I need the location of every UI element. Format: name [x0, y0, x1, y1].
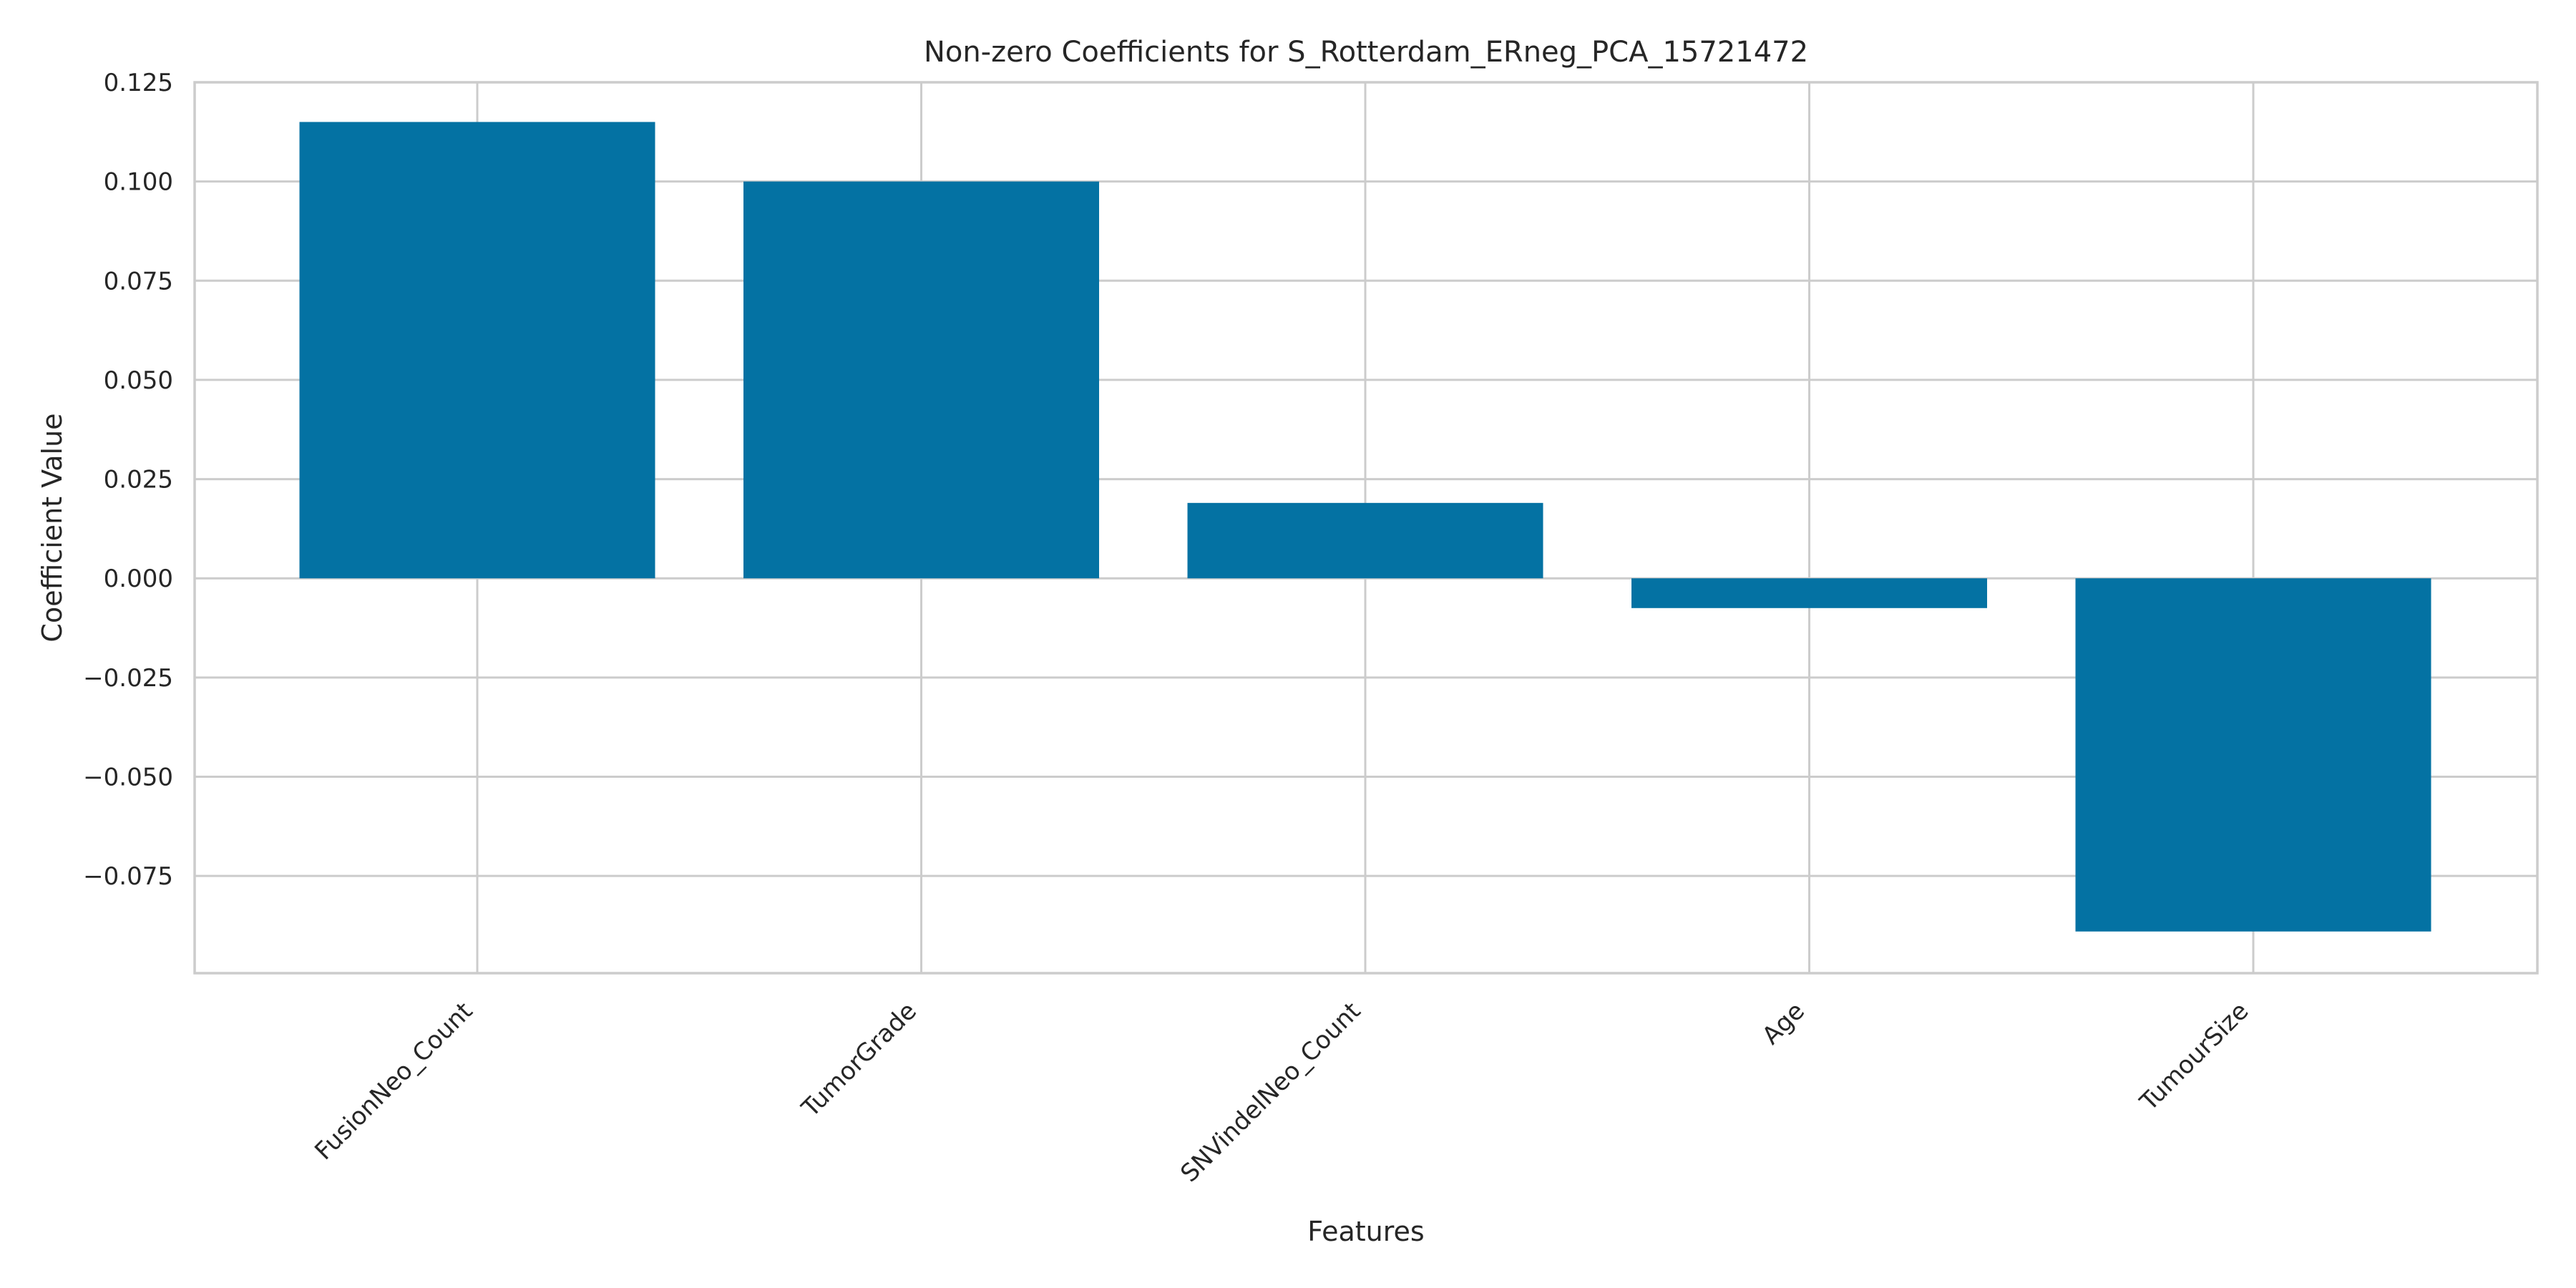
x-tick-label: Age — [1757, 997, 1810, 1050]
plot-frame — [193, 81, 2539, 975]
x-axis-label: Features — [1307, 1216, 1424, 1247]
x-tick-label: FusionNeo_Count — [309, 997, 478, 1166]
x-tick-label: TumorGrade — [796, 997, 922, 1123]
y-tick-label: 0.050 — [104, 366, 173, 395]
y-tick-label: −0.050 — [83, 763, 173, 791]
bar-age — [1631, 578, 1987, 608]
y-tick-label: 0.025 — [104, 466, 173, 494]
y-tick-label: 0.075 — [104, 267, 173, 296]
bar-tumoursize — [2075, 578, 2431, 932]
bar-fusionneo-count — [299, 122, 655, 579]
y-tick-label: 0.100 — [104, 168, 173, 197]
y-tick-label: 0.125 — [104, 69, 173, 97]
bar-snvindelneo-count — [1187, 502, 1543, 579]
chart-title: Non-zero Coefficients for S_Rotterdam_ER… — [924, 36, 1808, 69]
y-tick-labels: 0.125 0.100 0.075 0.050 0.025 0.000 −0.025 −0.0… — [83, 69, 173, 891]
y-axis-label: Coefficient Value — [36, 413, 68, 642]
y-tick-label: 0.000 — [104, 565, 173, 593]
y-tick-label: −0.075 — [83, 862, 173, 891]
x-tick-label: SNVindelNeo_Count — [1175, 997, 1366, 1188]
x-tick-label: TumourSize — [2134, 997, 2254, 1117]
y-tick-label: −0.025 — [83, 664, 173, 693]
bars — [299, 122, 2431, 932]
bar-tumorgrade — [743, 181, 1099, 579]
x-tick-labels: FusionNeo_Count TumorGrade SNVindelNeo_Cou… — [309, 997, 2254, 1188]
